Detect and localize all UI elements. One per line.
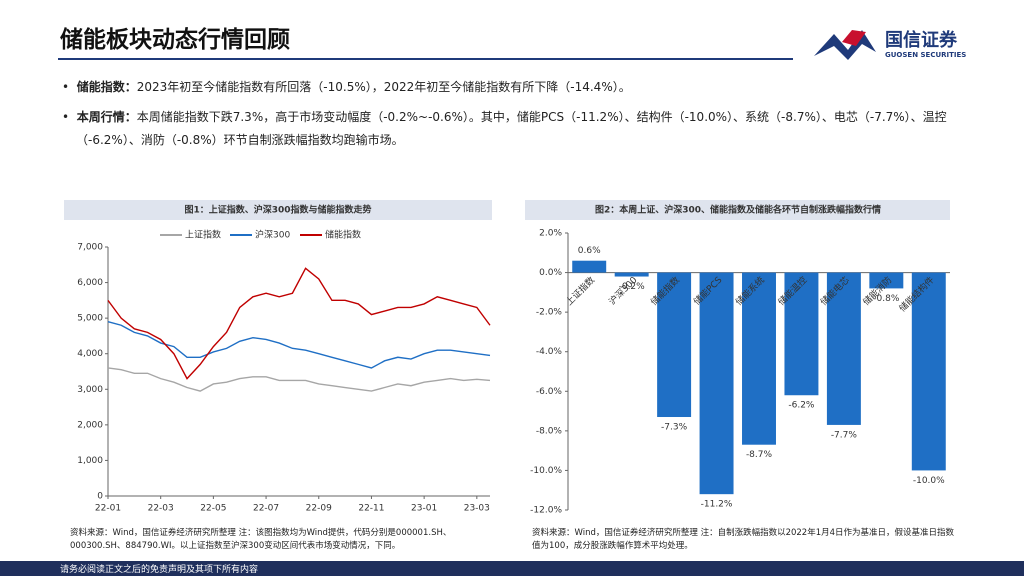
y-tick-label: 3,000 <box>77 385 103 395</box>
bullet: • 储能指数：2023年初至今储能指数有所回落（-10.5%），2022年初至今… <box>62 80 631 94</box>
line-series <box>107 267 491 380</box>
data-label: -0.2% <box>619 282 646 292</box>
bar <box>572 260 607 273</box>
chart: 图2：本周上证、沪深300、储能指数及储能各环节自制涨跌幅指数行情 -12.0% -… <box>525 200 950 516</box>
y-tick-label: 2.0% <box>539 229 562 239</box>
y-tick-label: -2.0% <box>536 308 563 318</box>
y-tick-label: -10.0% <box>530 466 562 476</box>
chart: 图1：上证指数、沪深300指数与储能指数走势 0 1,000 2,000 3,000 4,… <box>64 200 492 514</box>
bar <box>657 272 692 418</box>
legend-label: 储能指数 <box>325 229 361 241</box>
bar <box>911 272 946 471</box>
page-title: 储能板块动态行情回顾 <box>60 27 290 53</box>
legend-label: 上证指数 <box>185 229 221 241</box>
x-tick-label: 23-03 <box>464 504 490 514</box>
bar <box>869 272 904 289</box>
x-tick-label: 22-05 <box>200 504 226 514</box>
bar <box>826 272 861 425</box>
x-tick-label: 22-01 <box>95 504 121 514</box>
data-label: -0.8% <box>873 294 900 304</box>
logo-text: 国信证券 <box>885 30 957 51</box>
bullet: • 本周行情：本周储能指数下跌7.3%，高于市场变动幅度（-0.2%~-0.6%… <box>62 110 947 147</box>
y-tick-label: -6.0% <box>536 387 563 397</box>
y-tick-label: 6,000 <box>77 278 103 288</box>
source-note: 资料来源：Wind，国信证券经济研究所整理 注：该图指数均为Wind提供，代码分… <box>70 528 452 551</box>
logo-mark <box>814 30 876 60</box>
bar <box>699 272 734 495</box>
x-tick-label: 22-03 <box>148 504 174 514</box>
legend-label: 沪深300 <box>255 229 290 241</box>
bullet-text: 2023年初至今储能指数有所回落（-10.5%），2022年初至今储能指数有所下… <box>136 80 631 94</box>
line-series <box>107 367 491 392</box>
data-label: -6.2% <box>788 401 815 411</box>
x-tick-label: 22-09 <box>306 504 332 514</box>
chart-title: 图2：本周上证、沪深300、储能指数及储能各环节自制涨跌幅指数行情 <box>595 204 881 216</box>
data-label: -7.3% <box>661 423 688 433</box>
data-label: -10.0% <box>913 476 945 486</box>
y-tick-label: -4.0% <box>536 347 563 357</box>
x-tick-label: 22-11 <box>358 504 384 514</box>
bar <box>784 272 819 396</box>
bullet-label: 储能指数： <box>76 80 137 94</box>
source-note: 资料来源：Wind，国信证券经济研究所整理 注：自制涨跌幅指数以2022年1月4… <box>532 528 955 551</box>
y-tick-label: 5,000 <box>77 314 103 324</box>
y-tick-label: 2,000 <box>77 420 103 430</box>
data-label: -11.2% <box>701 500 733 510</box>
x-tick-label: 23-01 <box>411 504 437 514</box>
y-tick-label: 0 <box>97 492 103 502</box>
chart-title: 图1：上证指数、沪深300指数与储能指数走势 <box>184 204 371 216</box>
header-rule <box>58 58 793 60</box>
footer-bar <box>0 561 1024 576</box>
y-tick-label: 0.0% <box>539 268 562 278</box>
line-series <box>107 321 491 369</box>
x-tick-label: 22-07 <box>253 504 279 514</box>
logo-subtext: GUOSEN SECURITIES <box>885 51 967 59</box>
data-label: 0.6% <box>578 246 601 256</box>
y-tick-label: 4,000 <box>77 349 103 359</box>
data-label: -8.7% <box>746 450 773 460</box>
chart-title-bg <box>525 200 950 220</box>
bullet-text: 本周储能指数下跌7.3%，高于市场变动幅度（-0.2%~-0.6%）。其中，储能… <box>76 110 947 147</box>
y-tick-label: -8.0% <box>536 426 563 436</box>
y-tick-label: -12.0% <box>530 506 562 516</box>
bullet-label: 本周行情： <box>76 110 137 124</box>
bar <box>742 272 776 445</box>
bar <box>614 272 649 277</box>
footer-text: 请务必阅读正文之后的免责声明及其项下所有内容 <box>60 565 259 575</box>
chart-title-bg <box>64 200 492 220</box>
y-tick-label: 1,000 <box>77 456 103 466</box>
data-label: -7.7% <box>831 430 858 440</box>
y-tick-label: 7,000 <box>77 243 103 253</box>
